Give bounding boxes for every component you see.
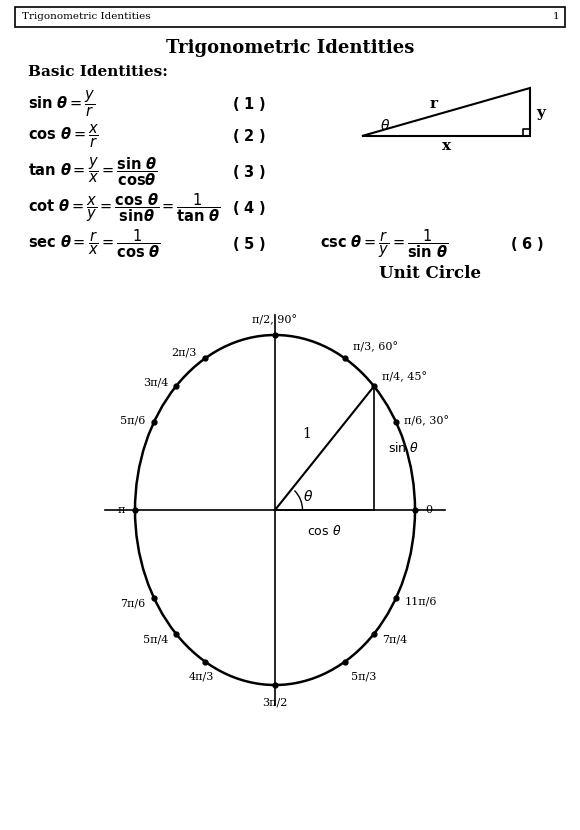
Text: 7π/4: 7π/4 — [382, 635, 407, 645]
Text: x: x — [443, 139, 452, 153]
Text: $\mathbf{(\ 5\ )}$: $\mathbf{(\ 5\ )}$ — [232, 235, 266, 253]
Text: $\mathbf{(\ 3\ )}$: $\mathbf{(\ 3\ )}$ — [232, 163, 266, 181]
Text: 1: 1 — [302, 427, 311, 441]
Text: $\mathbf{cos}\ \boldsymbol{\theta} = \dfrac{x}{r}$: $\mathbf{cos}\ \boldsymbol{\theta} = \df… — [28, 122, 99, 149]
Text: π/4, 45°: π/4, 45° — [382, 372, 427, 383]
Text: π/2, 90°: π/2, 90° — [252, 315, 298, 325]
Text: $\mathbf{(\ 6\ )}$: $\mathbf{(\ 6\ )}$ — [510, 235, 543, 253]
Text: r: r — [430, 97, 438, 111]
Text: Unit Circle: Unit Circle — [379, 266, 481, 282]
Text: 11π/6: 11π/6 — [404, 597, 437, 607]
Text: 7π/6: 7π/6 — [121, 598, 146, 608]
Text: $\mathbf{csc}\ \boldsymbol{\theta} = \dfrac{r}{y} = \dfrac{1}{\mathbf{sin}\ \bol: $\mathbf{csc}\ \boldsymbol{\theta} = \df… — [320, 227, 448, 261]
Text: π/6, 30°: π/6, 30° — [404, 415, 450, 426]
Text: 3π/4: 3π/4 — [143, 378, 168, 388]
Text: $\theta$: $\theta$ — [380, 119, 390, 134]
Text: 2π/3: 2π/3 — [172, 348, 197, 358]
Text: Basic Identities:: Basic Identities: — [28, 65, 168, 79]
Text: 4π/3: 4π/3 — [188, 671, 213, 681]
Text: Trigonometric Identities: Trigonometric Identities — [22, 12, 151, 22]
Text: $\mathrm{cos}\ \theta$: $\mathrm{cos}\ \theta$ — [307, 524, 342, 538]
Text: 0: 0 — [425, 505, 432, 515]
Text: 5π/3: 5π/3 — [351, 671, 376, 681]
Text: $\mathbf{sec}\ \boldsymbol{\theta} = \dfrac{r}{x} = \dfrac{1}{\mathbf{cos}\ \bol: $\mathbf{sec}\ \boldsymbol{\theta} = \df… — [28, 227, 161, 261]
Text: 3π/2: 3π/2 — [262, 697, 288, 707]
Text: $\mathbf{(\ 4\ )}$: $\mathbf{(\ 4\ )}$ — [232, 199, 266, 217]
Text: π/3, 60°: π/3, 60° — [353, 342, 398, 353]
Text: π: π — [118, 505, 125, 515]
Text: Trigonometric Identities: Trigonometric Identities — [166, 39, 414, 57]
Text: $\theta$: $\theta$ — [303, 489, 313, 504]
Text: $\mathbf{cot}\ \boldsymbol{\theta} = \dfrac{x}{y} = \dfrac{\mathbf{cos}\ \boldsy: $\mathbf{cot}\ \boldsymbol{\theta} = \df… — [28, 192, 221, 224]
Text: y: y — [536, 106, 545, 120]
Text: 5π/4: 5π/4 — [143, 635, 168, 645]
Text: $\mathbf{(\ 2\ )}$: $\mathbf{(\ 2\ )}$ — [232, 127, 266, 145]
Text: $\mathrm{sin}\ \theta$: $\mathrm{sin}\ \theta$ — [388, 441, 419, 455]
Text: 5π/6: 5π/6 — [121, 416, 146, 426]
Text: 1: 1 — [552, 12, 559, 22]
Bar — [15, 7, 565, 27]
Text: $\mathbf{sin}\ \boldsymbol{\theta} = \dfrac{y}{r}$: $\mathbf{sin}\ \boldsymbol{\theta} = \df… — [28, 89, 96, 120]
Text: $\mathbf{tan}\ \boldsymbol{\theta} = \dfrac{y}{x} = \dfrac{\mathbf{sin}\ \boldsy: $\mathbf{tan}\ \boldsymbol{\theta} = \df… — [28, 156, 157, 188]
Text: $\mathbf{(\ 1\ )}$: $\mathbf{(\ 1\ )}$ — [232, 95, 266, 113]
